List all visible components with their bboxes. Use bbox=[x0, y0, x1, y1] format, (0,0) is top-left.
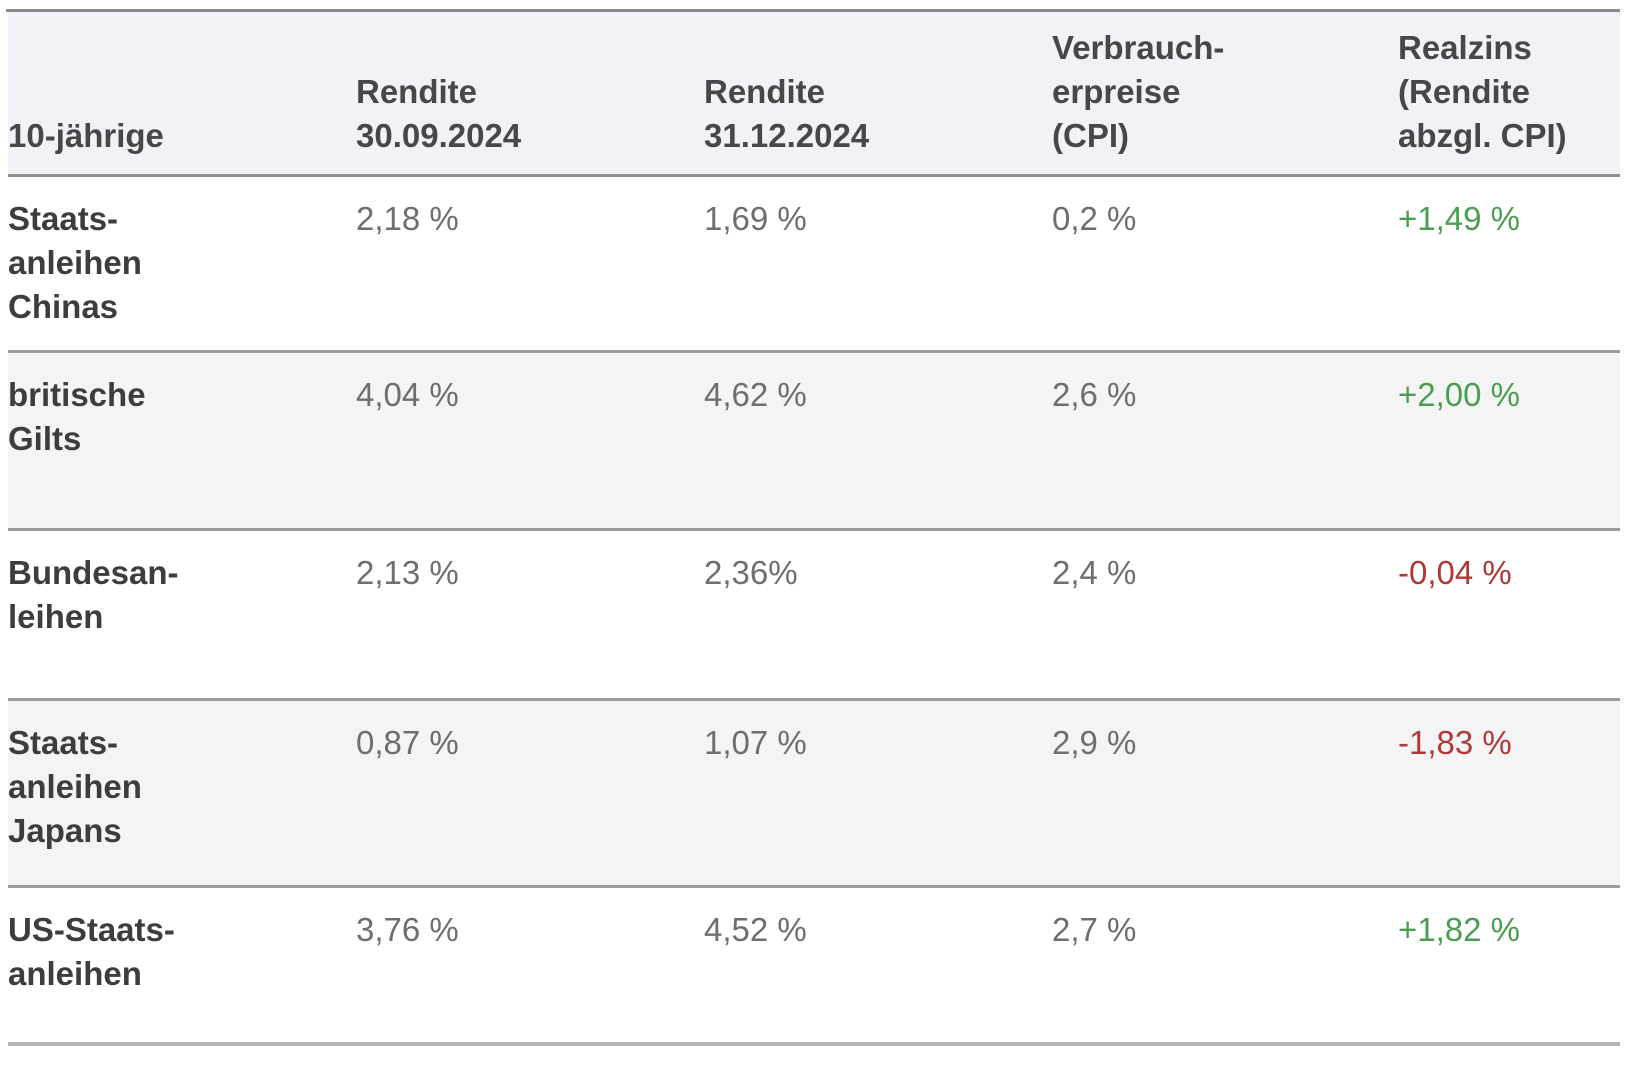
row-label: Bundesan- leihen bbox=[8, 554, 179, 635]
yield-dec-value: 4,52 % bbox=[704, 911, 807, 948]
yield-sep-value: 0,87 % bbox=[356, 724, 459, 761]
table-header-row: 10-jährige Rendite 30.09.2024 Rendite 31… bbox=[8, 12, 1620, 177]
real-rate-value: +1,49 % bbox=[1398, 200, 1521, 237]
row-label: Staats- anleihen Chinas bbox=[8, 200, 142, 325]
row-label: US-Staats- anleihen bbox=[8, 911, 175, 992]
column-header-yield-sep: Rendite 30.09.2024 bbox=[356, 73, 522, 154]
yield-sep-value: 3,76 % bbox=[356, 911, 459, 948]
yield-sep-value: 4,04 % bbox=[356, 376, 459, 413]
table-row: Staats- anleihen Chinas 2,18 % 1,69 % 0,… bbox=[8, 177, 1620, 353]
yield-dec-value: 2,36% bbox=[704, 554, 798, 591]
column-header-real-rate: Realzins (Rendite abzgl. CPI) bbox=[1398, 29, 1567, 154]
cpi-value: 0,2 % bbox=[1052, 200, 1137, 237]
column-header-yield-dec: Rendite 31.12.2024 bbox=[704, 73, 870, 154]
table-row: britische Gilts 4,04 % 4,62 % 2,6 % +2,0… bbox=[8, 353, 1620, 531]
real-rate-value: +2,00 % bbox=[1398, 376, 1521, 413]
yield-dec-value: 1,69 % bbox=[704, 200, 807, 237]
real-rate-value: +1,82 % bbox=[1398, 911, 1521, 948]
table-row: Bundesan- leihen 2,13 % 2,36% 2,4 % -0,0… bbox=[8, 531, 1620, 701]
yield-sep-value: 2,18 % bbox=[356, 200, 459, 237]
table-row: US-Staats- anleihen 3,76 % 4,52 % 2,7 % … bbox=[8, 888, 1620, 1046]
cpi-value: 2,4 % bbox=[1052, 554, 1137, 591]
yield-sep-value: 2,13 % bbox=[356, 554, 459, 591]
cpi-value: 2,6 % bbox=[1052, 376, 1137, 413]
column-header-cpi: Verbrauch- erpreise (CPI) bbox=[1052, 29, 1225, 154]
bond-yield-table: 10-jährige Rendite 30.09.2024 Rendite 31… bbox=[6, 9, 1620, 1046]
real-rate-value: -1,83 % bbox=[1398, 724, 1512, 761]
yield-dec-value: 4,62 % bbox=[704, 376, 807, 413]
column-header-maturity: 10-jährige bbox=[8, 117, 164, 154]
cpi-value: 2,9 % bbox=[1052, 724, 1137, 761]
real-rate-value: -0,04 % bbox=[1398, 554, 1512, 591]
table-row: Staats- anleihen Japans 0,87 % 1,07 % 2,… bbox=[8, 701, 1620, 888]
row-label: Staats- anleihen Japans bbox=[8, 724, 142, 849]
row-label: britische Gilts bbox=[8, 376, 146, 457]
cpi-value: 2,7 % bbox=[1052, 911, 1137, 948]
yield-dec-value: 1,07 % bbox=[704, 724, 807, 761]
